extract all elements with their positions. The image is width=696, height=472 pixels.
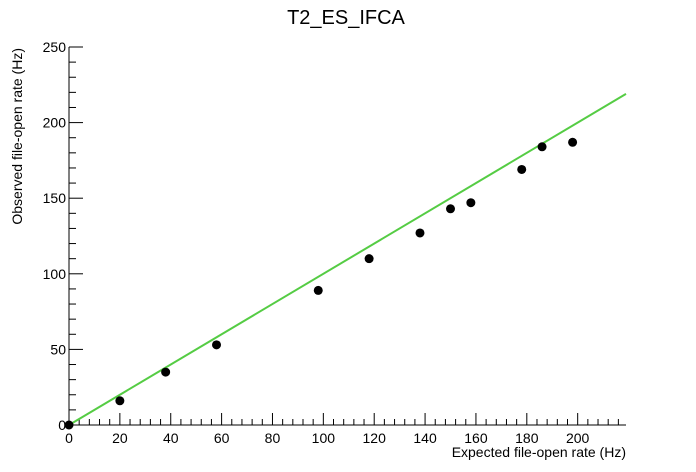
data-point (415, 228, 425, 238)
data-point (568, 137, 578, 147)
x-tick-label: 160 (464, 430, 488, 446)
x-tick-label: 0 (65, 430, 73, 446)
data-point (466, 198, 476, 208)
x-tick-label: 100 (312, 430, 336, 446)
y-tick-label: 200 (43, 115, 67, 131)
x-tick-label: 20 (112, 430, 128, 446)
y-tick-label: 0 (58, 417, 66, 433)
x-tick-label: 120 (363, 430, 387, 446)
x-tick-label: 60 (214, 430, 230, 446)
plot-frame (68, 47, 626, 426)
y-tick-label: 250 (43, 39, 67, 55)
data-point (537, 142, 547, 152)
y-axis-label: Observed file-open rate (Hz) (9, 48, 25, 225)
x-tick-label: 40 (163, 430, 179, 446)
y-tick-label: 50 (50, 341, 66, 357)
x-tick-label: 140 (413, 430, 437, 446)
x-axis: 0 20 40 60 80 100 120 140 160 180 200 (65, 413, 619, 446)
data-point (115, 396, 125, 406)
data-point (446, 204, 456, 214)
y-axis: 0 50 100 150 200 250 (43, 39, 83, 433)
data-point (364, 254, 374, 264)
data-point (64, 420, 74, 430)
chart-title: T2_ES_IFCA (287, 7, 405, 29)
points-layer (64, 137, 578, 430)
y-tick-label: 100 (43, 266, 67, 282)
x-tick-label: 180 (515, 430, 539, 446)
x-tick-label: 80 (265, 430, 281, 446)
x-tick-label: 200 (566, 430, 590, 446)
y-tick-label: 150 (43, 190, 67, 206)
data-point (161, 367, 171, 377)
data-point (212, 340, 222, 350)
data-point (313, 285, 323, 295)
x-axis-label: Expected file-open rate (Hz) (452, 444, 626, 460)
data-point (517, 164, 527, 174)
